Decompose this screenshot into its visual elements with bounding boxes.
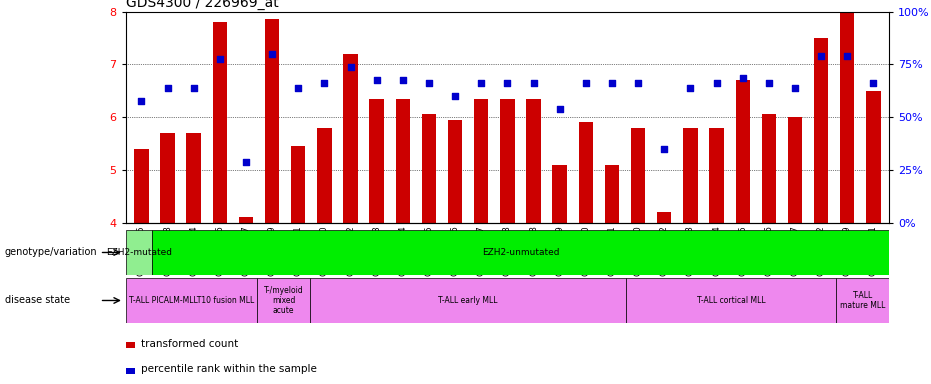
Bar — [370, 99, 384, 223]
Bar — [265, 20, 279, 223]
Bar — [500, 99, 515, 223]
Bar — [344, 54, 358, 223]
Point — [500, 80, 515, 86]
Text: disease state: disease state — [5, 295, 70, 306]
Point — [709, 80, 724, 86]
Bar — [160, 133, 175, 223]
Bar — [814, 38, 829, 223]
Point — [264, 51, 279, 57]
Bar — [762, 114, 776, 223]
Point — [422, 80, 437, 86]
Point — [656, 146, 671, 152]
Bar — [836, 278, 889, 323]
Point — [134, 98, 149, 104]
Text: percentile rank within the sample: percentile rank within the sample — [141, 364, 317, 374]
Text: T-ALL PICALM-MLLT10 fusion MLL: T-ALL PICALM-MLLT10 fusion MLL — [128, 296, 254, 305]
Point — [344, 64, 358, 70]
Bar — [212, 22, 227, 223]
Point — [396, 77, 411, 83]
Bar — [310, 278, 626, 323]
Point — [840, 53, 855, 60]
Point — [866, 80, 881, 86]
Bar — [257, 278, 310, 323]
Point — [238, 159, 253, 165]
Text: T-ALL cortical MLL: T-ALL cortical MLL — [696, 296, 765, 305]
Bar — [626, 278, 836, 323]
Point — [212, 56, 227, 62]
Bar — [840, 12, 855, 223]
Point — [290, 85, 305, 91]
Bar — [605, 165, 619, 223]
Bar — [448, 120, 463, 223]
Bar — [134, 149, 149, 223]
Point — [604, 80, 619, 86]
Bar — [579, 122, 593, 223]
Point — [370, 77, 385, 83]
Bar — [631, 127, 645, 223]
Bar — [683, 127, 697, 223]
Bar — [126, 342, 135, 348]
Point — [317, 80, 331, 86]
Bar — [788, 117, 803, 223]
Point — [186, 85, 201, 91]
Point — [762, 80, 776, 86]
Bar — [126, 367, 135, 374]
Text: T-/myeloid
mixed
acute: T-/myeloid mixed acute — [263, 286, 304, 315]
Point — [474, 80, 489, 86]
Point — [448, 93, 463, 99]
Bar — [866, 91, 881, 223]
Point — [630, 80, 645, 86]
Text: genotype/variation: genotype/variation — [5, 247, 97, 258]
Bar — [474, 99, 489, 223]
Bar — [126, 278, 257, 323]
Bar — [709, 127, 723, 223]
Bar — [552, 165, 567, 223]
Bar — [526, 99, 541, 223]
Point — [683, 85, 698, 91]
Bar — [396, 99, 410, 223]
Point — [788, 85, 803, 91]
Text: EZH2-mutated: EZH2-mutated — [106, 248, 172, 257]
Point — [552, 106, 567, 112]
Text: T-ALL early MLL: T-ALL early MLL — [439, 296, 498, 305]
Bar — [657, 212, 671, 223]
Text: GDS4300 / 226969_at: GDS4300 / 226969_at — [126, 0, 278, 10]
Text: EZH2-unmutated: EZH2-unmutated — [482, 248, 560, 257]
Text: transformed count: transformed count — [141, 339, 238, 349]
Bar — [735, 80, 749, 223]
Bar — [291, 146, 305, 223]
Bar — [422, 114, 436, 223]
Bar — [317, 127, 331, 223]
Point — [578, 80, 593, 86]
Text: T-ALL
mature MLL: T-ALL mature MLL — [840, 291, 885, 310]
Point — [526, 80, 541, 86]
Point — [735, 74, 750, 81]
Bar — [126, 230, 152, 275]
Bar — [238, 217, 253, 223]
Point — [814, 53, 829, 60]
Point — [160, 85, 175, 91]
Bar — [186, 133, 201, 223]
